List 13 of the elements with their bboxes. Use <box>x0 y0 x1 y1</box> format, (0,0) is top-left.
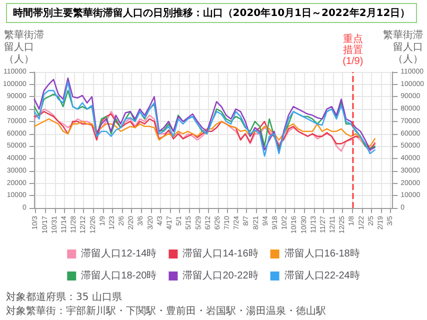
chart-title: 時間帯別主要繁華街滞留人口の日別推移：山口（2020年10月1日～2022年2月12日） <box>6 3 417 23</box>
line-series <box>34 118 376 147</box>
y-axis-title: 繁華街滞留人口（人） <box>4 30 45 66</box>
text: 対象繁華街：宇部新川駅・下関駅・豊前田・岩国駅・湯田温泉・徳山駅 <box>6 304 326 318</box>
legend-label: 滞留人口14-16時 <box>182 248 258 260</box>
legend-label: 滞留人口22-24時 <box>284 270 360 282</box>
text: 対象都道府県：35 山口県 <box>6 290 122 304</box>
legend-label: 滞留人口20-22時 <box>182 270 258 282</box>
y2-axis-title: 繁華街滞留人口（人） <box>382 30 423 66</box>
ref-line-label: 重点措置(1/9) <box>342 33 364 67</box>
legend-label: 滞留人口12-14時 <box>81 248 157 260</box>
legend-label: 滞留人口18-20時 <box>81 270 157 282</box>
legend-label: 滞留人口16-18時 <box>284 248 360 260</box>
